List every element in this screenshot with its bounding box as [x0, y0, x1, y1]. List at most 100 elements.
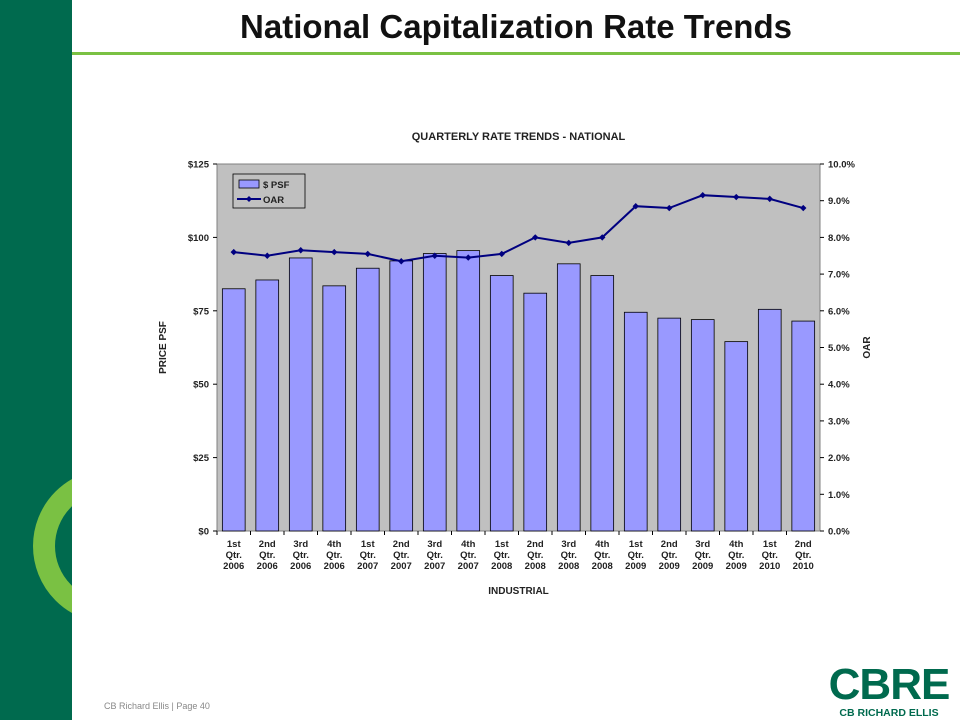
- bar-psf: [355, 267, 380, 532]
- x-tick-label: 2nd: [527, 539, 544, 550]
- x-tick-label: 4th: [461, 539, 475, 550]
- x-tick-label: 2006: [257, 561, 278, 572]
- bar-psf: [422, 253, 447, 532]
- x-tick-label: 2010: [793, 561, 814, 572]
- x-tick-label: 3rd: [695, 539, 710, 550]
- bar-psf: [255, 279, 280, 532]
- x-tick-label: 2008: [592, 561, 613, 572]
- legend-swatch-psf: [238, 179, 260, 189]
- x-tick-label: 2009: [726, 561, 747, 572]
- x-tick-label: 4th: [327, 539, 341, 550]
- x-tick-label: 2007: [391, 561, 412, 572]
- bar-psf: [724, 341, 749, 532]
- x-tick-label: Qtr.: [661, 550, 677, 561]
- bar-psf: [322, 285, 347, 532]
- y2-tick-label: 9.0%: [828, 196, 850, 207]
- sidebar-arc-graphic: [33, 479, 72, 613]
- title-underline-rule: [72, 52, 960, 55]
- x-tick-label: Qtr.: [226, 550, 242, 561]
- y-tick-label: $75: [193, 306, 210, 317]
- y-tick-label: $100: [188, 233, 209, 244]
- point-oar: [733, 193, 740, 201]
- x-tick-label: Qtr.: [494, 550, 510, 561]
- point-oar: [498, 250, 505, 258]
- point-oar: [666, 204, 673, 212]
- x-tick-label: 1st: [361, 539, 376, 550]
- point-oar: [398, 258, 405, 265]
- x-tick-label: Qtr.: [326, 550, 342, 561]
- y2-tick-label: 2.0%: [828, 453, 850, 464]
- point-oar: [699, 191, 706, 199]
- plot-area: [216, 163, 821, 532]
- x-tick-label: Qtr.: [360, 550, 376, 561]
- x-tick-label: 2009: [659, 561, 680, 572]
- x-tick-label: Qtr.: [728, 550, 744, 561]
- bar-psf: [556, 263, 581, 532]
- x-tick-label: Qtr.: [695, 550, 711, 561]
- x-tick-label: 2006: [290, 561, 311, 572]
- y2-tick-label: 1.0%: [828, 490, 850, 501]
- x-tick-label: 3rd: [427, 539, 442, 550]
- point-oar: [230, 248, 237, 256]
- cbre-logo: CBRE CB RICHARD ELLIS: [826, 660, 952, 720]
- point-oar: [599, 234, 606, 241]
- point-oar: [364, 250, 371, 258]
- y-tick-label: $25: [193, 453, 210, 464]
- x-tick-label: 1st: [629, 539, 644, 550]
- x-tick-label: 2006: [223, 561, 244, 572]
- x-tick-label: 1st: [763, 539, 778, 550]
- bar-psf: [690, 319, 715, 532]
- x-tick-label: 2007: [357, 561, 378, 572]
- x-tick-label: 2006: [324, 561, 345, 572]
- sidebar-band: [0, 0, 72, 720]
- x-tick-label: 2009: [692, 561, 713, 572]
- y2-axis-title: OAR: [862, 336, 873, 359]
- x-tick-label: Qtr.: [460, 550, 476, 561]
- point-oar: [632, 203, 639, 210]
- x-tick-label: 3rd: [561, 539, 576, 550]
- bar-psf: [489, 275, 514, 532]
- x-tick-label: Qtr.: [259, 550, 275, 561]
- x-tick-label: 4th: [729, 539, 743, 550]
- bar-psf: [791, 320, 816, 532]
- x-tick-label: 2008: [491, 561, 512, 572]
- x-tick-label: Qtr.: [427, 550, 443, 561]
- x-tick-label: 2009: [625, 561, 646, 572]
- x-tick-label: Qtr.: [628, 550, 644, 561]
- x-tick-label: 1st: [495, 539, 510, 550]
- x-axis-title: INDUSTRIAL: [488, 586, 549, 597]
- bar-psf: [757, 308, 782, 532]
- legend-marker-oar: [246, 196, 252, 202]
- y2-tick-label: 10.0%: [828, 160, 855, 171]
- x-tick-label: 2nd: [259, 539, 276, 550]
- x-tick-label: Qtr.: [762, 550, 778, 561]
- logo-wordmark: CBRE: [828, 660, 951, 709]
- legend-label-psf: $ PSF: [263, 180, 290, 191]
- series-line-oar: [233, 194, 804, 263]
- x-tick-label: Qtr.: [561, 550, 577, 561]
- point-oar: [431, 252, 438, 259]
- y-tick-label: $0: [198, 527, 209, 538]
- y2-tick-label: 4.0%: [828, 380, 850, 391]
- bar-psf: [221, 288, 246, 532]
- bar-psf: [288, 257, 313, 532]
- chart-title: QUARTERLY RATE TRENDS - NATIONAL: [412, 131, 626, 143]
- bar-psf: [657, 317, 682, 532]
- point-oar: [297, 247, 304, 254]
- y2-tick-label: 7.0%: [828, 270, 850, 281]
- x-tick-label: 2nd: [393, 539, 410, 550]
- x-tick-label: 2010: [759, 561, 780, 572]
- x-tick-label: 2nd: [661, 539, 678, 550]
- point-oar: [331, 248, 338, 256]
- x-tick-label: Qtr.: [393, 550, 409, 561]
- x-tick-label: 2007: [424, 561, 445, 572]
- x-tick-label: Qtr.: [594, 550, 610, 561]
- point-oar: [766, 195, 773, 203]
- x-tick-label: 2nd: [795, 539, 812, 550]
- point-oar: [532, 234, 539, 241]
- bar-psf: [590, 275, 615, 532]
- x-tick-label: Qtr.: [527, 550, 543, 561]
- slide-footer: CB Richard Ellis | Page 40: [104, 701, 210, 711]
- y-tick-label: $125: [188, 160, 210, 171]
- x-tick-label: Qtr.: [293, 550, 309, 561]
